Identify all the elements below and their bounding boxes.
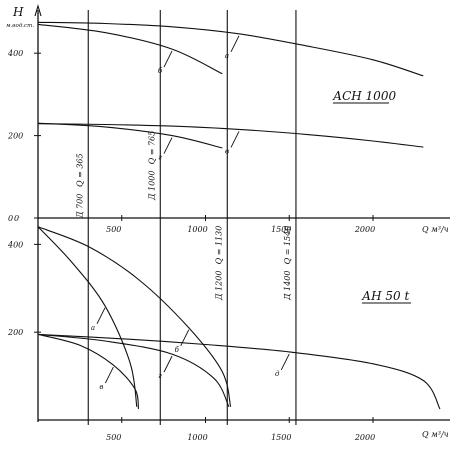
series-leader (104, 366, 114, 384)
y-tick-label: 200 (7, 132, 23, 141)
y-zero-label: 0 (14, 214, 19, 223)
vline-annotation: Д 700 Q = 365 (75, 153, 84, 219)
series-marker-label: а (225, 52, 229, 60)
series-marker-label: б (158, 67, 163, 75)
vline-annotation: Д 1400 Q = 1540 (283, 226, 292, 301)
y-axis-title: H (12, 5, 24, 19)
y-tick-label: 400 (7, 49, 23, 58)
vline-annotation-text: Q = 1540 (283, 226, 292, 265)
vline-annotation-text: Q = 765 (147, 131, 156, 165)
x-axis-unit-label: Q м³/ч (422, 225, 449, 234)
series-leader (230, 131, 240, 148)
y-tick-label: 400 (7, 240, 23, 249)
y-tick-label: 0 (8, 214, 13, 223)
vline-annotation-text: Q = 365 (75, 153, 84, 187)
x-tick-label: 500 (106, 225, 121, 234)
vline-annotation-text: Д 1000 (147, 171, 156, 201)
series-curve (37, 23, 223, 75)
x-tick-label: 500 (106, 433, 121, 442)
series-leader (230, 35, 240, 53)
vline-annotation-text: Д 1400 (283, 271, 292, 301)
y-tick-label: 200 (7, 328, 23, 337)
x-tick-label: 1000 (187, 433, 207, 442)
vline-annotation-text: Q = 1130 (214, 226, 223, 265)
series-curve (37, 123, 424, 148)
series-marker-label: в (99, 383, 103, 391)
series-leader (163, 50, 173, 68)
vline-annotation-text: Д 700 (75, 194, 84, 219)
series-marker-label: г (158, 372, 162, 380)
x-tick-label: 1500 (271, 225, 291, 234)
series-marker-label: д (275, 370, 280, 378)
vline-annotation: Д 1000 Q = 765 (147, 131, 156, 201)
series-curve (37, 122, 223, 149)
y-axis-unit: м.вод.ст. (6, 23, 34, 29)
panel-title: АСН 1000 (332, 89, 396, 103)
panel-title: АН 50 t (361, 289, 409, 303)
series-marker-label: г (158, 154, 162, 162)
series-curve (37, 333, 441, 410)
series-marker-label: в (225, 147, 229, 155)
series-curve (37, 333, 230, 408)
series-curve (37, 226, 232, 407)
x-axis-unit-label: Q м³/ч (422, 430, 449, 439)
x-tick-label: 2000 (354, 433, 375, 442)
y-axis-arrow (34, 4, 42, 17)
x-tick-label: 2000 (354, 225, 375, 234)
x-tick-label: 1500 (271, 433, 291, 442)
series-curve (37, 226, 138, 407)
series-marker-label: а (91, 324, 95, 332)
series-curve (37, 21, 424, 77)
series-curve (37, 333, 140, 410)
x-tick-label: 1000 (187, 225, 207, 234)
vline-annotation-text: Д 1200 (214, 271, 223, 301)
series-leader (280, 353, 290, 371)
series-marker-label: б (175, 346, 180, 354)
series-leader (96, 307, 106, 325)
series-leader (163, 355, 173, 373)
series-leader (163, 137, 173, 154)
vline-annotation: Д 1200 Q = 1130 (214, 226, 223, 301)
